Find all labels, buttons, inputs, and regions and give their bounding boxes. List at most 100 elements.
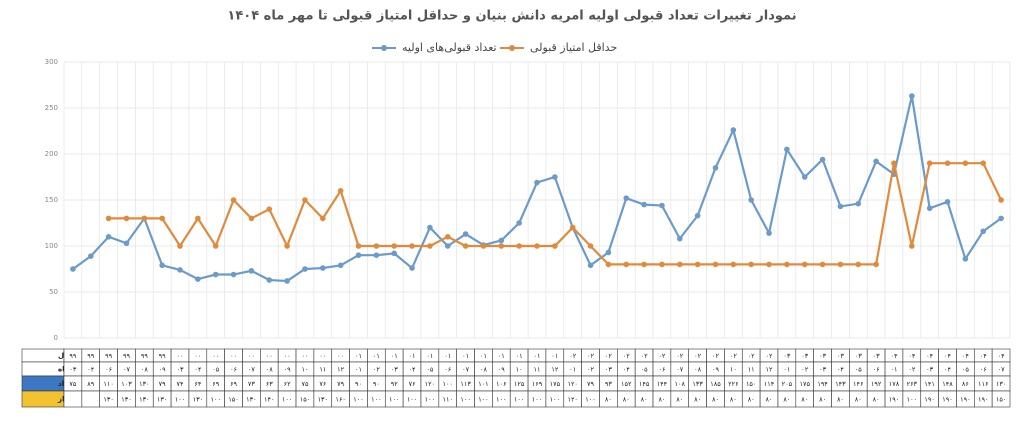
y-tick-label: 50: [49, 288, 58, 296]
point: [266, 277, 273, 283]
table-value: ۰۱: [890, 366, 897, 374]
table-value: ۰۳: [177, 366, 184, 374]
table-value: ۰۰: [337, 352, 344, 360]
point: [926, 205, 933, 212]
table-value: ۶۹: [230, 380, 237, 388]
table-value: ۰۱: [355, 366, 362, 374]
point: [284, 243, 290, 249]
point: [659, 261, 665, 268]
table-value: ۰۱: [444, 352, 451, 360]
table-value: ۹۰: [355, 380, 362, 388]
table-value: ۱۴۴: [657, 380, 668, 388]
point: [676, 261, 683, 268]
point: [141, 215, 148, 222]
point: [873, 158, 879, 165]
y-tick-label: 100: [45, 242, 58, 250]
point: [266, 206, 273, 212]
table-value: ۰۲: [712, 352, 719, 360]
table-value: ۱۵۲: [621, 380, 632, 388]
table-value: ۱۰۰: [353, 396, 363, 404]
point: [248, 268, 255, 274]
table-value: ۱۰۰: [496, 396, 506, 404]
table-value: ۱۰۰: [460, 396, 470, 404]
table-value: ۰۳: [855, 352, 862, 360]
table-value: ۱۱۳: [460, 380, 471, 388]
table-value: ۹۹: [123, 352, 130, 360]
table-value: ۱۱: [319, 366, 326, 374]
point: [605, 249, 612, 256]
table-value: ۷۴: [177, 380, 184, 388]
table-value: ۱۶۰: [335, 396, 345, 404]
table-value: ۰۲: [801, 366, 808, 374]
point: [516, 243, 522, 249]
table-value: ۰۱: [480, 352, 487, 360]
point: [337, 262, 344, 269]
table-value: ۹۰: [373, 380, 380, 388]
point: [766, 261, 772, 268]
point: [891, 160, 897, 166]
point: [587, 243, 594, 249]
table-value: ۱۷۵: [550, 380, 561, 388]
table-value: ۰۲: [605, 352, 612, 360]
point: [552, 174, 558, 180]
point: [195, 215, 201, 222]
table-value: ۰۴: [837, 366, 844, 374]
point: [427, 224, 433, 231]
table-value: ۰۶: [658, 366, 665, 374]
table-value: ۰۱: [569, 366, 576, 374]
table-value: ۰۱: [391, 352, 398, 360]
table-value: ۰۶: [105, 366, 112, 374]
table-value: ۱۱۰: [443, 396, 453, 404]
point: [248, 215, 255, 222]
table-value: ۸۰: [873, 396, 880, 404]
table-value: ۸۰: [641, 396, 648, 404]
table-value: ۱۱: [534, 366, 541, 374]
table-value: ۱۰۰: [532, 396, 542, 404]
table-value: ۱۶۹: [532, 380, 543, 388]
table-value: ۰۲: [587, 352, 594, 360]
table-value: ۱۷۵: [799, 380, 810, 388]
point: [177, 267, 183, 273]
point: [909, 93, 915, 99]
table-value: ۰۳: [837, 352, 844, 360]
table-value: ۱۹۰: [978, 396, 988, 404]
point: [123, 240, 130, 247]
table-value: ۰۵: [641, 366, 648, 374]
table-value: ۱۰۳: [121, 380, 132, 388]
table-value: ۰۰: [301, 352, 308, 360]
point: [159, 215, 165, 222]
table-value: ۰۱: [516, 352, 523, 360]
table-value: ۰۷: [462, 366, 469, 374]
table-value: ۰۱: [551, 352, 558, 360]
point: [694, 212, 701, 219]
table-value: ۱۰۰: [443, 380, 453, 388]
point: [998, 215, 1004, 222]
table-value: ۰۷: [248, 366, 255, 374]
table-value: ۸۹: [87, 380, 94, 388]
table-value: ۸۰: [766, 396, 773, 404]
point: [676, 235, 683, 242]
table-value: ۲۲۶: [728, 380, 738, 388]
table-value: ۰۰: [266, 352, 273, 360]
table-value: ۸۰: [837, 396, 844, 404]
legend-label: تعداد قبولی‌های اولیه: [402, 41, 497, 54]
point: [302, 197, 308, 203]
table-value: ۰۳: [801, 352, 808, 360]
table-value: ۱۰۰: [550, 396, 560, 404]
table-value: ۰۳: [819, 366, 826, 374]
table-value: ۹۳: [605, 380, 612, 388]
table-value: ۰۰: [319, 352, 326, 360]
point: [212, 271, 219, 278]
table-value: ۰۲: [623, 352, 630, 360]
table-cell: [991, 390, 1011, 408]
point: [801, 174, 808, 180]
point: [70, 266, 76, 272]
table-value: ۰۳: [605, 366, 612, 374]
point: [391, 250, 398, 257]
point: [462, 243, 469, 249]
table-value: ۱۱۰: [103, 380, 113, 388]
table-value: ۱۵۰: [300, 396, 310, 404]
table-value: ۱۰۶: [496, 380, 506, 388]
point: [569, 224, 576, 231]
point: [659, 202, 665, 209]
